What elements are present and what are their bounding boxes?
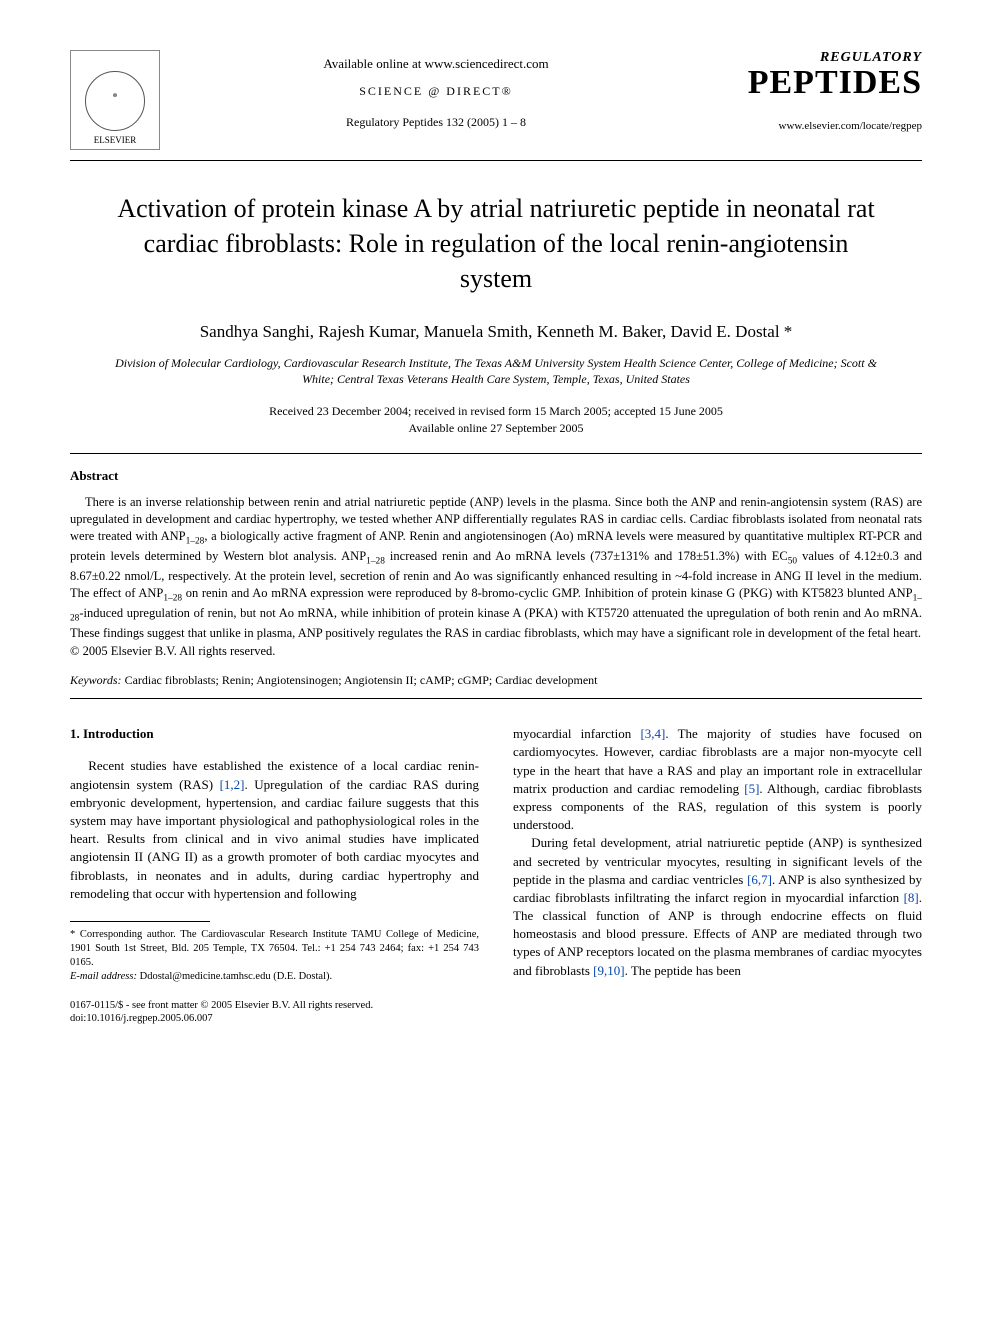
citation-link-5[interactable]: [5] <box>744 781 759 796</box>
doi-line: doi:10.1016/j.regpep.2005.06.007 <box>70 1012 479 1026</box>
keywords-line: Keywords: Cardiac fibroblasts; Renin; An… <box>70 673 922 688</box>
citation-link-9-10[interactable]: [9,10] <box>593 963 624 978</box>
citation-link-3-4[interactable]: [3,4] <box>640 726 665 741</box>
article-title: Activation of protein kinase A by atrial… <box>110 191 882 296</box>
elsevier-logo: ELSEVIER <box>70 50 160 150</box>
sciencedirect-mark: SCIENCE @ DIRECT® <box>160 84 712 99</box>
abstract-text-6: -induced upregulation of renin, but not … <box>70 606 922 640</box>
intro-para-3: During fetal development, atrial natriur… <box>513 834 922 980</box>
abstract-text-5: on renin and Ao mRNA expression were rep… <box>182 586 913 600</box>
corresponding-author-footnote: * Corresponding author. The Cardiovascul… <box>70 928 479 985</box>
abstract-sub-1: 1–28 <box>186 536 205 546</box>
keywords-label: Keywords: <box>70 673 122 687</box>
article-authors: Sandhya Sanghi, Rajesh Kumar, Manuela Sm… <box>70 322 922 342</box>
article-affiliation: Division of Molecular Cardiology, Cardio… <box>100 356 892 387</box>
journal-peptides-label: PEPTIDES <box>712 66 922 100</box>
abstract-top-rule <box>70 453 922 454</box>
introduction-heading: 1. Introduction <box>70 725 479 743</box>
abstract-copyright: © 2005 Elsevier B.V. All rights reserved… <box>70 644 922 659</box>
abstract-sub-ec50: 50 <box>788 556 797 566</box>
article-dates: Received 23 December 2004; received in r… <box>70 403 922 437</box>
abstract-text-3: increased renin and Ao mRNA levels (737±… <box>385 549 788 563</box>
footer-meta: 0167-0115/$ - see front matter © 2005 El… <box>70 999 479 1026</box>
page-header: ELSEVIER Available online at www.science… <box>70 50 922 150</box>
received-date: Received 23 December 2004; received in r… <box>70 403 922 420</box>
citation-link-6-7[interactable]: [6,7] <box>747 872 772 887</box>
intro-para-2: myocardial infarction [3,4]. The majorit… <box>513 725 922 834</box>
body-columns: 1. Introduction Recent studies have esta… <box>70 725 922 1026</box>
keywords-text: Cardiac fibroblasts; Renin; Angiotensino… <box>122 673 598 687</box>
abstract-heading: Abstract <box>70 468 922 484</box>
footnote-corr: * Corresponding author. The Cardiovascul… <box>70 928 479 971</box>
abstract-bottom-rule <box>70 698 922 699</box>
citation-link-8[interactable]: [8] <box>904 890 919 905</box>
elsevier-label: ELSEVIER <box>94 135 137 145</box>
email-label: E-mail address: <box>70 971 137 982</box>
footnote-email-line: E-mail address: Ddostal@medicine.tamhsc.… <box>70 970 479 984</box>
right-column: myocardial infarction [3,4]. The majorit… <box>513 725 922 1026</box>
left-column: 1. Introduction Recent studies have esta… <box>70 725 479 1026</box>
header-rule <box>70 160 922 161</box>
abstract-sub-2: 1–28 <box>366 556 385 566</box>
abstract-body: There is an inverse relationship between… <box>70 494 922 642</box>
header-center: Available online at www.sciencedirect.co… <box>160 50 712 130</box>
intro-para-1: Recent studies have established the exis… <box>70 757 479 903</box>
journal-url: www.elsevier.com/locate/regpep <box>712 120 922 132</box>
journal-citation: Regulatory Peptides 132 (2005) 1 – 8 <box>160 115 712 130</box>
intro-p3-d: . The peptide has been <box>625 963 741 978</box>
issn-line: 0167-0115/$ - see front matter © 2005 El… <box>70 999 479 1013</box>
available-online-text: Available online at www.sciencedirect.co… <box>160 56 712 72</box>
footnote-rule <box>70 921 210 922</box>
available-date: Available online 27 September 2005 <box>70 420 922 437</box>
intro-p1-b: . Upregulation of the cardiac RAS during… <box>70 777 479 901</box>
elsevier-tree-icon <box>85 71 145 131</box>
intro-p2-a: myocardial infarction <box>513 726 640 741</box>
abstract-sub-3: 1–28 <box>163 594 182 604</box>
email-value: Ddostal@medicine.tamhsc.edu (D.E. Dostal… <box>137 971 332 982</box>
journal-logo-block: REGULATORY PEPTIDES www.elsevier.com/loc… <box>712 50 922 132</box>
citation-link-1-2[interactable]: [1,2] <box>220 777 245 792</box>
